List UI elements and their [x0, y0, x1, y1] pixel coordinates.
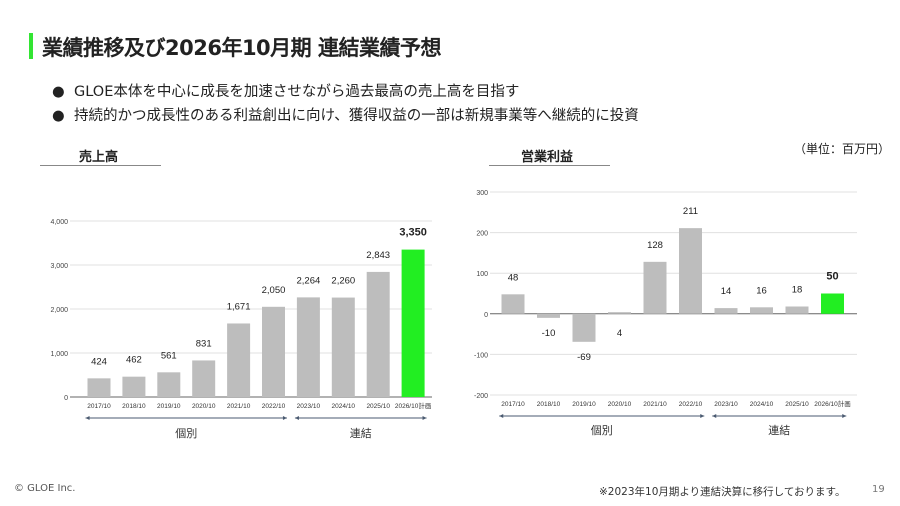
sales-group-label: 個別	[175, 427, 197, 440]
profit-data-label: -10	[542, 328, 556, 339]
sales-data-label: 1,671	[227, 301, 251, 312]
sales-xtick-label: 2023/10	[297, 403, 321, 410]
profit-bar	[821, 293, 844, 314]
profit-ytick-label: 200	[476, 231, 488, 238]
profit-xtick-label: 2019/10	[572, 401, 596, 408]
profit-ytick-label: -100	[474, 352, 488, 359]
profit-bar	[643, 261, 667, 314]
profit-ytick-label: 100	[476, 271, 488, 278]
sales-xtick-label: 2020/10	[192, 403, 216, 410]
profit-xtick-label: 2022/10	[679, 401, 703, 408]
profit-data-label: 50	[826, 271, 838, 283]
profit-bar	[785, 306, 809, 314]
sales-data-label: 424	[91, 356, 107, 367]
page-number: 19	[872, 484, 885, 495]
profit-bar	[608, 312, 631, 314]
sales-xtick-label: 2017/10	[87, 403, 111, 410]
sales-bar	[262, 306, 285, 397]
profit-group-label: 個別	[591, 424, 613, 437]
sales-xtick-label: 2021/10	[227, 403, 251, 410]
bullet-icon: ●	[52, 84, 65, 100]
profit-group-label: 連結	[768, 423, 790, 437]
bullet-item: ● GLOE本体を中心に成長を加速させながら過去最高の売上高を目指す	[52, 80, 519, 101]
sales-data-label: 561	[161, 350, 177, 361]
divider	[40, 165, 161, 166]
sales-ytick-label: 1,000	[50, 351, 68, 358]
profit-data-label: 14	[721, 286, 732, 297]
sales-data-label: 3,350	[399, 227, 427, 239]
profit-xtick-label: 2026/10計画	[814, 399, 851, 408]
sales-ytick-label: 4,000	[50, 219, 68, 226]
sales-data-label: 462	[126, 355, 142, 366]
footnote: ※2023年10月期より連結決算に移行しております。	[599, 486, 846, 498]
unit-label: （単位：百万円）	[794, 142, 891, 156]
profit-data-label: -69	[577, 352, 591, 363]
copyright: © GLOE Inc.	[14, 483, 76, 494]
divider	[489, 165, 610, 166]
sales-data-label: 2,843	[366, 250, 390, 261]
sales-data-label: 2,050	[262, 285, 286, 296]
profit-data-label: 48	[508, 272, 519, 283]
profit-ytick-label: 0	[484, 312, 488, 319]
profit-bar	[537, 313, 560, 318]
profit-data-label: 16	[756, 285, 767, 296]
sales-bar	[87, 378, 111, 397]
profit-ytick-label: -200	[474, 393, 488, 400]
sales-bar	[157, 372, 181, 397]
sales-ytick-label: 0	[64, 395, 68, 402]
profit-bar	[714, 308, 738, 314]
sales-bar	[227, 323, 251, 397]
profit-xtick-label: 2018/10	[537, 401, 561, 408]
profit-data-label: 18	[792, 284, 803, 295]
profit-bar	[750, 307, 773, 314]
sales-xtick-label: 2025/10	[366, 403, 390, 410]
profit-xtick-label: 2020/10	[608, 401, 632, 408]
sales-xtick-label: 2026/10計画	[395, 401, 432, 410]
sales-bar	[296, 297, 320, 397]
profit-bar	[501, 294, 525, 314]
sales-ytick-label: 2,000	[50, 307, 68, 314]
sales-data-label: 2,264	[297, 275, 321, 286]
bullet-text: GLOE本体を中心に成長を加速させながら過去最高の売上高を目指す	[74, 84, 520, 100]
profit-bar	[572, 313, 596, 342]
profit-chart-title: 営業利益	[521, 150, 574, 165]
sales-chart-title: 売上高	[79, 150, 119, 165]
profit-xtick-label: 2023/10	[714, 401, 738, 408]
sales-bar	[122, 376, 146, 397]
sales-bar	[366, 271, 390, 397]
sales-group-label: 連結	[350, 426, 372, 440]
bullet-text: 持続的かつ成長性のある利益創出に向け、獲得収益の一部は新規事業等へ継続的に投資	[74, 108, 639, 124]
sales-xtick-label: 2022/10	[262, 403, 286, 410]
sales-xtick-label: 2018/10	[122, 403, 146, 410]
sales-data-label: 831	[196, 338, 212, 349]
bullet-icon: ●	[52, 108, 65, 124]
profit-xtick-label: 2025/10	[785, 401, 809, 408]
bullet-item: ● 持続的かつ成長性のある利益創出に向け、獲得収益の一部は新規事業等へ継続的に投資	[52, 104, 639, 125]
profit-data-label: 211	[683, 206, 698, 217]
sales-ytick-label: 3,000	[50, 263, 68, 270]
profit-xtick-label: 2017/10	[501, 401, 525, 408]
sales-bar	[331, 297, 355, 397]
profit-data-label: 4	[617, 328, 622, 339]
profit-xtick-label: 2021/10	[643, 401, 667, 408]
sales-xtick-label: 2019/10	[157, 403, 181, 410]
sales-xtick-label: 2024/10	[332, 403, 356, 410]
profit-data-label: 128	[647, 240, 663, 251]
profit-ytick-label: 300	[476, 190, 488, 197]
title-accent-bar	[29, 33, 33, 59]
page-title: 業績推移及び2026年10月期 連結業績予想	[42, 36, 441, 60]
sales-bar	[401, 249, 425, 397]
sales-data-label: 2,260	[331, 276, 355, 287]
profit-xtick-label: 2024/10	[750, 401, 774, 408]
sales-bar	[192, 360, 216, 397]
profit-bar	[679, 228, 702, 314]
